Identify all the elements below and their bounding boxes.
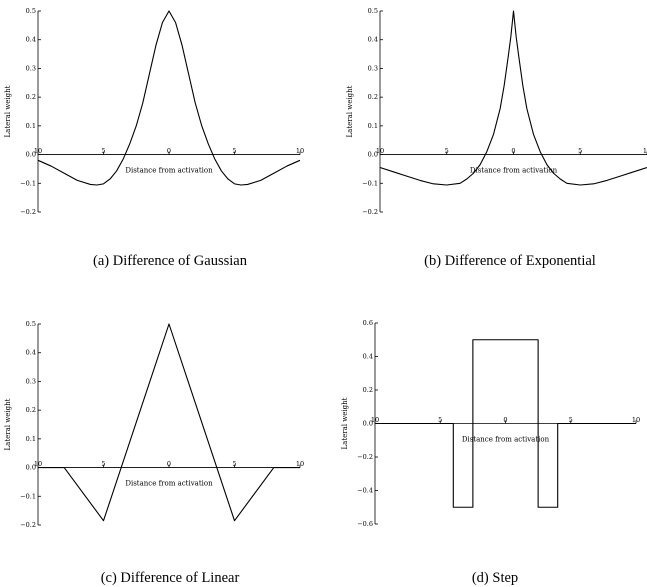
series-line — [37, 10, 301, 186]
x-tick-label: 10 — [376, 147, 384, 155]
y-tick-label: 0.0 — [26, 464, 36, 472]
y-tick-label: 0.5 — [26, 7, 36, 15]
y-tick-label: −0.6 — [357, 520, 373, 528]
panel-d: −0.6 −0.4 −0.2 0.0 0.2 0.4 0.6 10 5 0 5 10 Distance … — [341, 319, 640, 528]
x-tick-label: 0 — [167, 460, 171, 468]
y-tick-label: 0.2 — [26, 406, 36, 414]
series-line — [379, 10, 647, 186]
caption-c: (c) Difference of Linear — [101, 570, 240, 586]
y-tick-label: 0.6 — [363, 319, 373, 327]
y-tick-label: −0.2 — [20, 521, 36, 529]
y-tick-label: 0.0 — [363, 420, 373, 428]
panel-a: −0.2 −0.1 0.0 0.1 0.2 0.3 0.4 0.5 10 5 0 5 10 Distanc… — [4, 7, 304, 216]
y-tick-label: −0.1 — [20, 492, 36, 500]
x-tick-label: 5 — [101, 147, 105, 155]
x-tick-label: 10 — [34, 460, 42, 468]
y-tick-label: −0.4 — [357, 487, 373, 495]
x-axis-label: Distance from activation — [125, 480, 213, 488]
x-tick-label: 10 — [643, 147, 647, 155]
y-tick-label: 0.0 — [26, 151, 36, 159]
y-tick-label: −0.2 — [20, 208, 36, 216]
caption-b: (b) Difference of Exponential — [424, 253, 596, 269]
y-tick-label: −0.2 — [357, 453, 373, 461]
x-axis-label: Distance from activation — [470, 167, 558, 175]
y-tick-label: 0.2 — [368, 93, 378, 101]
x-tick-label: 5 — [445, 147, 449, 155]
y-tick-label: −0.1 — [20, 179, 36, 187]
caption-a: (a) Difference of Gaussian — [93, 253, 248, 269]
y-tick-label: 0.1 — [26, 435, 36, 443]
y-tick-label: 0.5 — [26, 320, 36, 328]
series-line — [38, 323, 300, 522]
x-axis-label: Distance from activation — [462, 436, 550, 444]
x-tick-label: 0 — [167, 147, 171, 155]
y-tick-label: 0.3 — [26, 64, 36, 72]
x-tick-label: 5 — [438, 416, 442, 424]
caption-d: (d) Step — [472, 570, 518, 586]
y-tick-label: 0.3 — [368, 64, 378, 72]
y-axis-label: Lateral weight — [346, 85, 354, 137]
y-axis-label: Lateral weight — [4, 398, 12, 450]
y-tick-label: 0.4 — [26, 349, 36, 357]
x-tick-label: 0 — [511, 147, 515, 155]
x-axis-label: Distance from activation — [125, 167, 213, 175]
series-line — [375, 339, 636, 508]
x-tick-label: 10 — [632, 416, 640, 424]
x-tick-label: 10 — [34, 147, 42, 155]
x-tick-label: 0 — [503, 416, 507, 424]
x-tick-label: 5 — [232, 460, 236, 468]
y-tick-label: 0.4 — [26, 36, 36, 44]
y-tick-label: 0.0 — [368, 151, 378, 159]
x-tick-label: 5 — [101, 460, 105, 468]
x-tick-label: 10 — [371, 416, 379, 424]
y-tick-label: 0.1 — [26, 122, 36, 130]
panel-b: −0.2 −0.1 0.0 0.1 0.2 0.3 0.4 0.5 10 5 0 5 10 Distanc… — [346, 7, 647, 216]
y-tick-label: 0.5 — [368, 7, 378, 15]
x-tick-label: 5 — [232, 147, 236, 155]
y-axis-label: Lateral weight — [4, 85, 12, 137]
x-tick-label: 5 — [569, 416, 573, 424]
y-axis-label: Lateral weight — [341, 397, 349, 449]
y-tick-label: −0.1 — [362, 179, 378, 187]
y-tick-label: 0.1 — [368, 122, 378, 130]
y-tick-label: 0.2 — [26, 93, 36, 101]
y-tick-label: 0.3 — [26, 377, 36, 385]
x-tick-label: 10 — [296, 460, 304, 468]
x-tick-label: 5 — [578, 147, 582, 155]
x-tick-label: 10 — [296, 147, 304, 155]
panel-c: −0.2 −0.1 0.0 0.1 0.2 0.3 0.4 0.5 10 5 0 5 10 Distanc… — [4, 320, 304, 529]
y-tick-label: 0.2 — [363, 386, 373, 394]
y-tick-label: 0.4 — [363, 353, 373, 361]
y-tick-label: −0.2 — [362, 208, 378, 216]
y-tick-label: 0.4 — [368, 36, 378, 44]
